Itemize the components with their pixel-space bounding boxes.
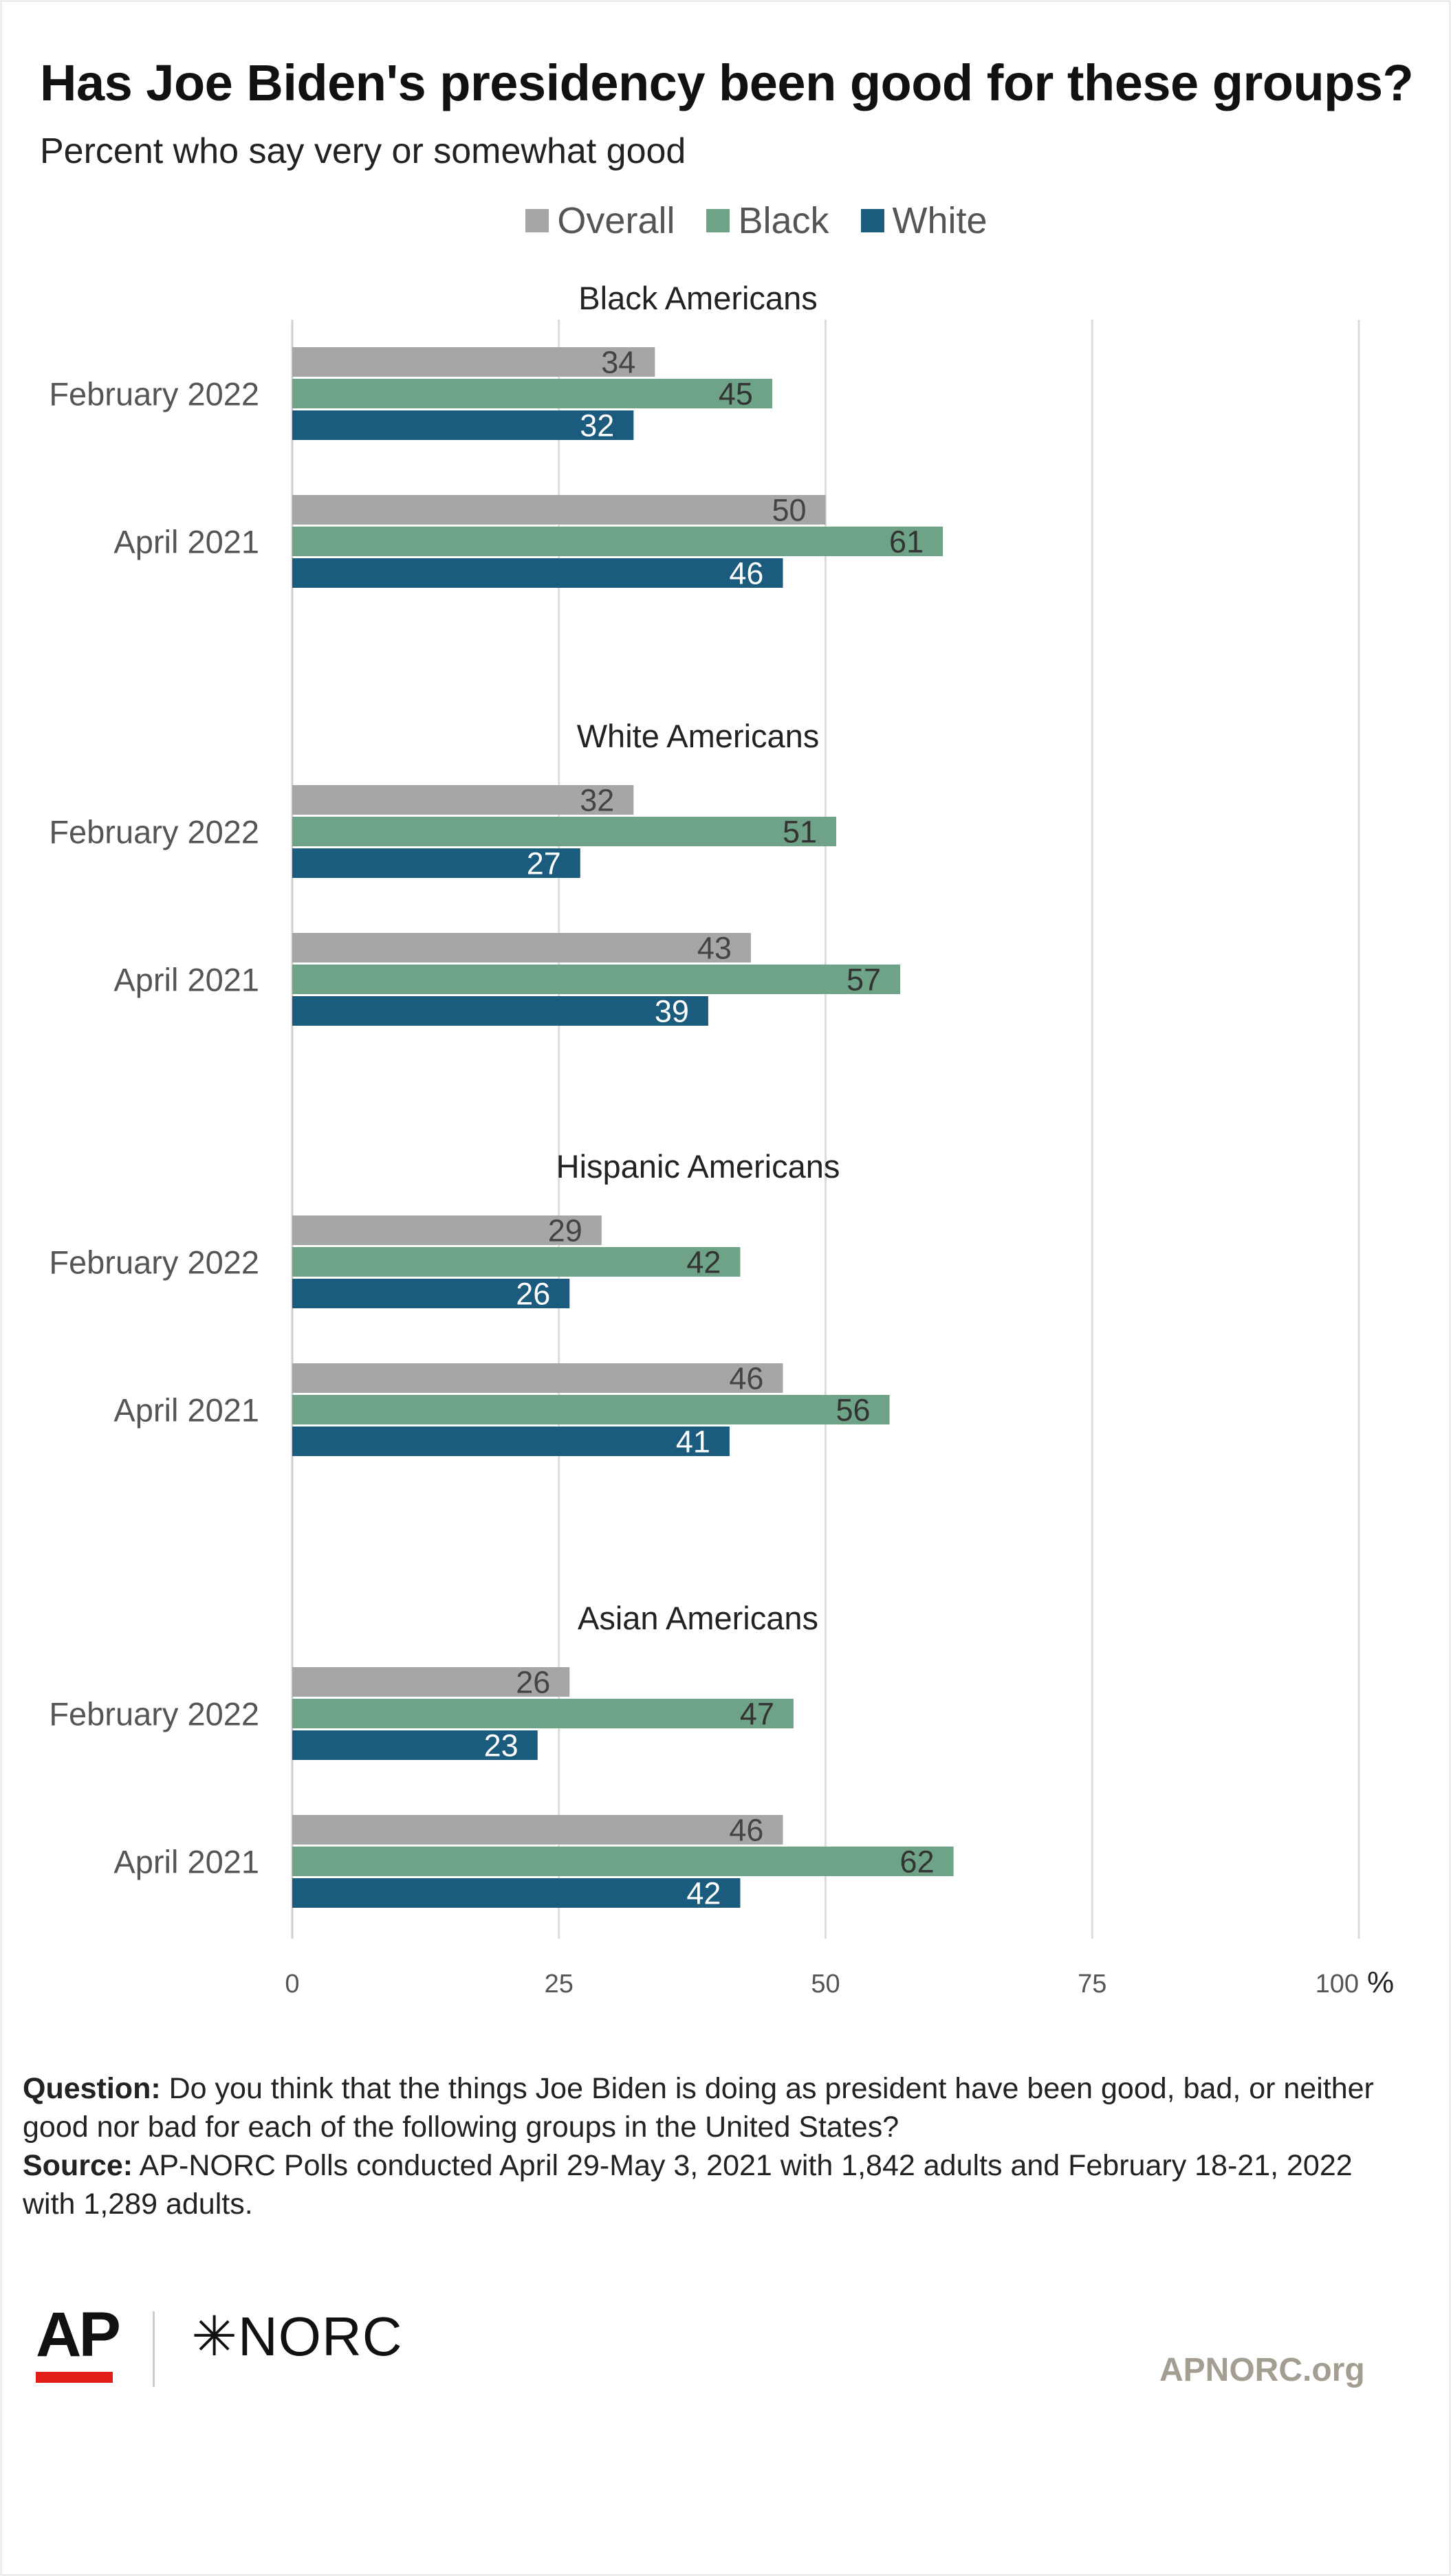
data-label: 26: [516, 1277, 550, 1312]
x-tick-label: 0: [285, 1970, 299, 1999]
data-label: 46: [729, 1361, 763, 1396]
legend-label-black: Black: [738, 200, 829, 241]
ap-logo: AP: [36, 2300, 121, 2383]
data-label: 41: [676, 1424, 710, 1460]
chart-title: Has Joe Biden's presidency been good for…: [40, 54, 1414, 111]
data-label: 62: [900, 1845, 935, 1880]
bar-white: [292, 848, 580, 878]
bar-white: [292, 410, 634, 440]
data-label: 46: [729, 556, 763, 591]
row-label: February 2022: [49, 1696, 259, 1732]
group-title: Asian Americans: [578, 1600, 818, 1636]
source-text: AP-NORC Polls conducted April 29-May 3, …: [23, 2149, 1353, 2221]
data-label: 26: [516, 1665, 550, 1700]
norc-logo-text: NORC: [238, 2306, 403, 2367]
data-label: 23: [484, 1728, 519, 1763]
data-label: 34: [601, 345, 635, 380]
data-label: 32: [580, 783, 614, 818]
group-title: Hispanic Americans: [556, 1148, 840, 1185]
data-label: 42: [686, 1876, 721, 1911]
legend-label-overall: Overall: [557, 200, 675, 241]
bar-white: [292, 996, 708, 1026]
group-title: Black Americans: [578, 280, 817, 316]
norc-star-icon: ✳: [191, 2306, 239, 2367]
bar-white: [292, 1730, 538, 1760]
bar-black: [292, 1247, 741, 1277]
data-label: 39: [655, 994, 689, 1029]
x-tick-label: 25: [545, 1970, 574, 1999]
data-label: 43: [697, 931, 732, 966]
footer-notes: Question: Do you think that the things J…: [23, 2069, 1391, 2223]
question-text: Do you think that the things Joe Biden i…: [23, 2072, 1374, 2144]
legend: Overall Black White: [0, 199, 1451, 242]
legend-swatch-white: [860, 209, 884, 232]
bar-overall: [292, 1215, 602, 1245]
x-tick-label: 75: [1078, 1970, 1106, 1999]
bar-chart: 0 25 50 75 100 % Black Americans February 2022 3…: [49, 280, 1394, 1999]
question-label: Question:: [23, 2072, 161, 2105]
row-label: April 2021: [113, 1392, 259, 1429]
bar-white: [292, 1427, 730, 1456]
bar-black: [292, 1847, 954, 1876]
data-label: 46: [729, 1813, 763, 1848]
row-label: February 2022: [49, 814, 259, 850]
bar-black: [292, 379, 772, 408]
row-label: April 2021: [113, 1844, 259, 1880]
bar-black: [292, 1395, 890, 1424]
bar-black: [292, 817, 837, 846]
bar-overall: [292, 1815, 783, 1845]
legend-swatch-overall: [525, 209, 549, 232]
source-note: Source: AP-NORC Polls conducted April 29…: [23, 2146, 1391, 2223]
data-label: 45: [719, 377, 753, 412]
chart-subtitle: Percent who say very or somewhat good: [40, 131, 686, 171]
legend-swatch-black: [706, 209, 730, 232]
data-label: 51: [783, 815, 817, 850]
x-tick-label: 50: [811, 1970, 840, 1999]
row-label: April 2021: [113, 524, 259, 560]
data-label: 56: [836, 1393, 870, 1428]
ap-logo-text: AP: [36, 2300, 121, 2370]
bar-white: [292, 1279, 570, 1308]
bar-overall: [292, 1667, 570, 1697]
legend-label-white: White: [892, 200, 988, 241]
group-title: White Americans: [577, 718, 820, 754]
row-label: February 2022: [49, 376, 259, 412]
question-note: Question: Do you think that the things J…: [23, 2069, 1391, 2146]
data-label: 47: [740, 1697, 774, 1732]
source-label: Source:: [23, 2149, 133, 2182]
x-tick-label: 100: [1316, 1970, 1359, 1999]
data-label: 42: [686, 1245, 721, 1280]
bar-black: [292, 527, 943, 556]
data-label: 27: [527, 846, 561, 881]
legend-item-overall: Overall: [525, 199, 675, 242]
data-label: 61: [889, 525, 924, 560]
bar-white: [292, 1878, 741, 1908]
bar-overall: [292, 933, 751, 962]
x-unit-label: %: [1367, 1966, 1394, 1999]
bar-overall: [292, 347, 655, 377]
data-label: 57: [847, 962, 881, 998]
bar-black: [292, 1699, 794, 1728]
legend-item-black: Black: [706, 199, 829, 242]
data-label: 50: [772, 493, 806, 528]
ap-logo-bar: [36, 2372, 113, 2383]
bar-white: [292, 558, 783, 588]
legend-item-white: White: [860, 199, 988, 242]
data-label: 29: [548, 1213, 582, 1248]
bar-overall: [292, 495, 826, 525]
data-label: 32: [580, 408, 614, 443]
bar-overall: [292, 1363, 783, 1393]
site-url: APNORC.org: [1159, 2352, 1365, 2388]
bar-black: [292, 965, 901, 994]
bar-overall: [292, 785, 634, 815]
logo-divider: [153, 2311, 155, 2387]
norc-logo: ✳NORC: [191, 2304, 403, 2368]
row-label: April 2021: [113, 962, 259, 998]
row-label: February 2022: [49, 1244, 259, 1281]
